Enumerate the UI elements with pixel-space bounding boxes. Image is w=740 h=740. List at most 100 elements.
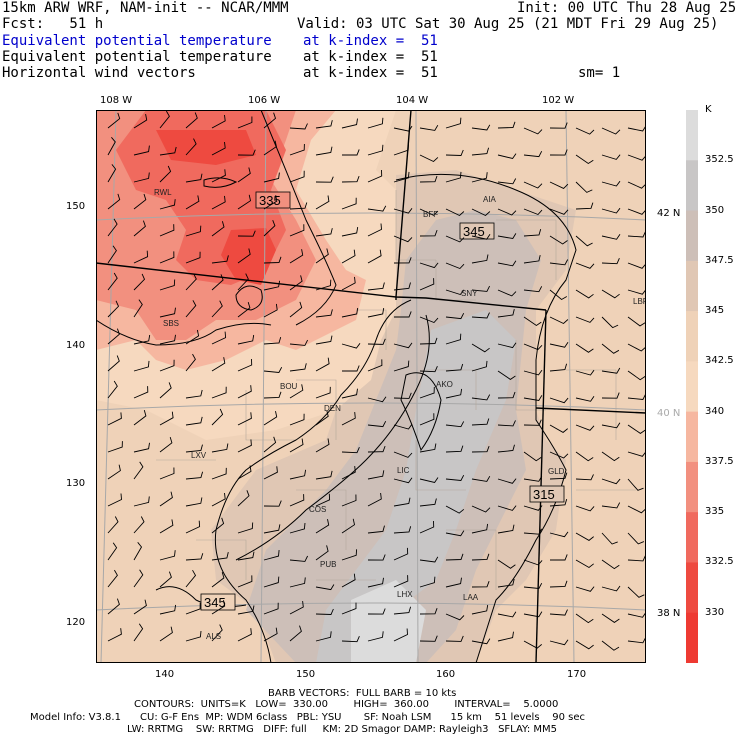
model-info-line1: Model Info: V3.8.1 CU: G-F Ens MP: WDM 6… bbox=[30, 712, 586, 723]
wind-barb bbox=[107, 300, 120, 318]
wind-barb bbox=[575, 559, 594, 569]
wind-barb bbox=[575, 396, 595, 402]
field2-level: at k-index = 51 bbox=[303, 49, 438, 65]
lat-label-42n: 42 N bbox=[657, 208, 681, 219]
init-time: Init: 00 UTC Thu 28 Aug 25 bbox=[517, 0, 737, 16]
wind-barb bbox=[159, 359, 175, 372]
wind-barb bbox=[341, 494, 357, 507]
wind-barb bbox=[211, 443, 229, 453]
wind-barb bbox=[263, 336, 282, 345]
wind-barb bbox=[237, 167, 251, 183]
wind-barb bbox=[341, 602, 357, 615]
wind-barb bbox=[549, 363, 568, 372]
wind-barb bbox=[107, 164, 117, 183]
wind-barb bbox=[211, 551, 229, 561]
station-lxv: LXV bbox=[191, 451, 207, 460]
wind-barb bbox=[549, 531, 569, 538]
wind-barb bbox=[549, 639, 569, 646]
wind-barb bbox=[601, 559, 620, 570]
wind-barb bbox=[419, 262, 439, 269]
wind-barb bbox=[315, 146, 333, 156]
wind-barb bbox=[419, 556, 439, 563]
colorbar-tick-label: 332.5 bbox=[705, 556, 734, 568]
wind-barb bbox=[471, 523, 489, 534]
color-scale-bar bbox=[686, 110, 698, 663]
wind-barb bbox=[289, 384, 304, 399]
wind-barb bbox=[107, 218, 118, 237]
wind-barb bbox=[211, 386, 227, 399]
wind-barb bbox=[159, 279, 176, 291]
wind-barb bbox=[445, 613, 465, 621]
station-laa: LAA bbox=[463, 593, 479, 602]
wind-barb bbox=[471, 147, 490, 156]
wind-barb bbox=[549, 289, 568, 301]
colorbar-tick-label: 342.5 bbox=[705, 355, 734, 367]
wind-barb bbox=[185, 353, 196, 372]
wind-barb bbox=[419, 154, 439, 163]
wind-barb bbox=[393, 392, 412, 399]
wind-barb bbox=[393, 360, 410, 372]
wind-barb bbox=[419, 576, 436, 588]
station-cos: COS bbox=[309, 505, 326, 514]
wind-barb bbox=[497, 578, 515, 588]
contour-label-345-north: 345 bbox=[463, 224, 485, 239]
wind-barb bbox=[367, 420, 387, 428]
colorbar-swatch bbox=[686, 612, 698, 663]
wind-barb bbox=[367, 525, 385, 534]
wind-barb bbox=[133, 386, 149, 399]
wind-barb bbox=[107, 598, 120, 615]
wind-barb bbox=[367, 282, 385, 291]
wind-barb bbox=[393, 477, 413, 484]
wind-barb bbox=[289, 363, 307, 372]
barb-legend: BARB VECTORS: FULL BARB = 10 kts bbox=[268, 688, 457, 699]
wind-barb bbox=[367, 445, 386, 453]
wind-barb bbox=[367, 470, 385, 480]
wind-barb bbox=[445, 553, 464, 561]
contour-label-group: 335 345 315 345 bbox=[200, 191, 565, 611]
wind-barb bbox=[523, 127, 543, 135]
field2-name: Equivalent potential temperature bbox=[2, 49, 272, 65]
wind-barb bbox=[133, 334, 151, 345]
wind-barb bbox=[627, 154, 646, 161]
wind-barb bbox=[445, 505, 465, 514]
wind-barb bbox=[471, 418, 490, 426]
wind-barb bbox=[549, 208, 569, 215]
wind-barb bbox=[367, 144, 384, 156]
wind-barb bbox=[159, 199, 176, 210]
wind-barb bbox=[419, 366, 438, 373]
wind-barb bbox=[133, 145, 150, 156]
theta-e-north-core bbox=[156, 130, 256, 165]
wind-barb bbox=[523, 395, 543, 401]
wind-barb bbox=[159, 436, 173, 453]
wind-barb bbox=[497, 524, 515, 534]
wind-barb bbox=[263, 140, 277, 156]
wind-barb bbox=[601, 478, 621, 485]
wind-barb bbox=[211, 517, 225, 534]
x-tick-170: 170 bbox=[567, 669, 587, 680]
wind-barb bbox=[471, 285, 491, 292]
wind-barb bbox=[575, 424, 595, 431]
wind-barb bbox=[497, 444, 515, 453]
y-tick-120: 120 bbox=[66, 617, 86, 628]
wind-barb bbox=[211, 408, 224, 426]
wind-barb bbox=[419, 124, 439, 131]
wind-barb bbox=[367, 223, 382, 237]
wind-barb bbox=[159, 467, 175, 480]
wind-barb bbox=[133, 442, 150, 453]
wind-barb bbox=[627, 478, 644, 491]
wind-barb bbox=[289, 601, 304, 615]
wind-barb bbox=[367, 308, 385, 318]
wind-barb bbox=[419, 316, 439, 324]
wind-barb bbox=[549, 235, 568, 245]
colorbar-swatch bbox=[686, 461, 698, 513]
wind-barb bbox=[497, 178, 517, 185]
wind-barb bbox=[601, 451, 620, 462]
wind-barb bbox=[185, 520, 201, 534]
wind-barb bbox=[159, 550, 176, 561]
wind-barb bbox=[185, 569, 197, 588]
wind-barb bbox=[549, 181, 569, 189]
field3-level: at k-index = 51 bbox=[303, 65, 438, 81]
wind-barb bbox=[289, 413, 305, 426]
wind-barb bbox=[393, 235, 413, 243]
wind-barb bbox=[471, 172, 488, 183]
